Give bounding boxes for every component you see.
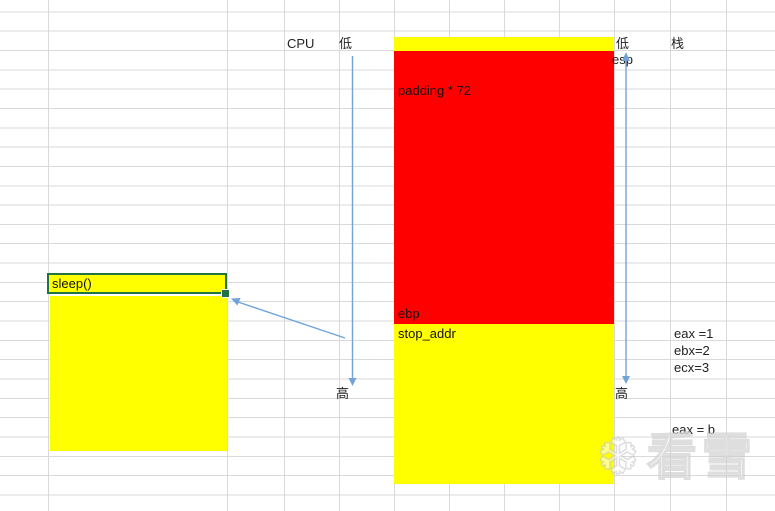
pointer-arrow-to-sleep-box[interactable]: [231, 298, 346, 339]
sleep-function-box[interactable]: sleep(): [47, 273, 227, 294]
register-ebx-label: ebx=2: [674, 343, 710, 358]
padding-label: padding * 72: [398, 83, 472, 98]
selection-fill-handle[interactable]: [221, 289, 230, 298]
high-address-label-left: 高: [336, 386, 350, 401]
register-ecx-label: ecx=3: [674, 360, 710, 375]
stack-top-yellow-block[interactable]: [394, 37, 614, 51]
ebp-label: ebp: [398, 306, 420, 321]
watermark: ❆ 看雪: [596, 428, 757, 486]
register-eax-b-label: eax = b: [672, 422, 716, 437]
high-address-label-right: 高: [615, 386, 629, 401]
cpu-label: CPU: [287, 36, 315, 51]
stack-label: 栈: [671, 36, 685, 51]
stop-addr-label: stop_addr: [398, 326, 456, 341]
low-address-label-left: 低: [339, 36, 353, 51]
register-eax-label: eax =1: [674, 326, 714, 341]
low-address-label-right: 低: [616, 36, 630, 51]
esp-low-to-high-arrow-right[interactable]: [622, 52, 630, 384]
watermark-text: 看雪: [646, 428, 757, 486]
sleep-body-yellow-block[interactable]: [50, 296, 227, 451]
stack-bottom-yellow-block[interactable]: stop_addr: [394, 324, 614, 484]
stack-padding-red-block[interactable]: padding * 72 ebp: [394, 51, 614, 324]
esp-label: esp: [612, 52, 633, 67]
low-to-high-arrow-left[interactable]: [348, 56, 357, 386]
sleep-label: sleep(): [52, 276, 92, 291]
